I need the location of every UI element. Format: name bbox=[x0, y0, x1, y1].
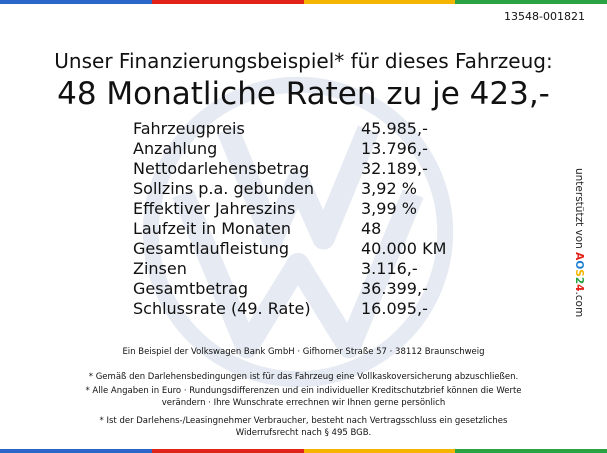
row-label: Gesamtbetrag bbox=[133, 279, 249, 298]
row-value: 32.189,- bbox=[361, 159, 428, 178]
row-label: Gesamtlaufleistung bbox=[133, 239, 290, 258]
table-row: Gesamtlaufleistung 40.000 KM bbox=[133, 239, 463, 259]
color-stripe-bottom bbox=[0, 449, 607, 453]
row-label: Fahrzeugpreis bbox=[133, 119, 245, 138]
table-row: Effektiver Jahreszins 3,99 % bbox=[133, 199, 463, 219]
stripe-blue bbox=[0, 449, 152, 453]
supported-by-badge: unterstützt von AOS24.com bbox=[570, 168, 588, 334]
brand-letter-s: S bbox=[573, 269, 585, 277]
footnote-withdrawal-line2: Widerrufsrecht nach § 495 BGB. bbox=[235, 428, 372, 438]
stripe-yellow bbox=[303, 449, 456, 453]
vw-logo-watermark-icon bbox=[142, 76, 454, 388]
color-stripe-top bbox=[0, 0, 607, 4]
footnote-insurance: * Gemäß den Darlehensbedingungen ist für… bbox=[88, 372, 519, 382]
row-value: 40.000 KM bbox=[361, 239, 447, 258]
stripe-blue bbox=[0, 0, 152, 4]
row-value: 36.399,- bbox=[361, 279, 428, 298]
supported-by-prefix: unterstützt von bbox=[573, 168, 585, 253]
row-value: 45.985,- bbox=[361, 119, 428, 138]
reference-number: 13548-001821 bbox=[504, 10, 585, 23]
table-row: Fahrzeugpreis 45.985,- bbox=[133, 119, 463, 139]
row-value: 3,92 % bbox=[361, 179, 417, 198]
table-row: Laufzeit in Monaten 48 bbox=[133, 219, 463, 239]
row-value: 3,99 % bbox=[361, 199, 417, 218]
stripe-yellow bbox=[303, 0, 456, 4]
row-label: Sollzins p.a. gebunden bbox=[133, 179, 315, 198]
brand-suffix: .com bbox=[573, 291, 585, 318]
row-label: Effektiver Jahreszins bbox=[133, 199, 296, 218]
table-row: Nettodarlehensbetrag 32.189,- bbox=[133, 159, 463, 179]
headline: Unser Finanzierungsbeispiel* für dieses … bbox=[54, 49, 553, 73]
stripe-red bbox=[151, 449, 304, 453]
bank-line: Ein Beispiel der Volkswagen Bank GmbH · … bbox=[122, 347, 485, 357]
table-row: Sollzins p.a. gebunden 3,92 % bbox=[133, 179, 463, 199]
row-value: 16.095,- bbox=[361, 299, 428, 318]
table-row: Schlussrate (49. Rate) 16.095,- bbox=[133, 299, 463, 319]
supported-by-text: unterstützt von AOS24.com bbox=[570, 168, 588, 334]
monthly-rate-headline: 48 Monatliche Raten zu je 423,- bbox=[57, 76, 550, 112]
stripe-green bbox=[455, 0, 607, 4]
row-value: 3.116,- bbox=[361, 259, 418, 278]
row-label: Laufzeit in Monaten bbox=[133, 219, 292, 238]
footnote-euro-line2: verändern · Ihre Wunschrate errechnen wi… bbox=[161, 398, 446, 408]
table-row: Zinsen 3.116,- bbox=[133, 259, 463, 279]
stripe-red bbox=[151, 0, 304, 4]
row-label: Zinsen bbox=[133, 259, 187, 278]
row-label: Anzahlung bbox=[133, 139, 218, 158]
brand-letter-o: O bbox=[573, 260, 585, 270]
finance-table: Fahrzeugpreis 45.985,- Anzahlung 13.796,- … bbox=[133, 119, 463, 319]
stripe-green bbox=[455, 449, 607, 453]
table-row: Gesamtbetrag 36.399,- bbox=[133, 279, 463, 299]
row-label: Schlussrate (49. Rate) bbox=[133, 299, 311, 318]
row-value: 13.796,- bbox=[361, 139, 428, 158]
row-value: 48 bbox=[361, 219, 382, 238]
footnote-withdrawal-line1: * Ist der Darlehens-/Leasingnehmer Verbr… bbox=[99, 416, 508, 426]
row-label: Nettodarlehensbetrag bbox=[133, 159, 310, 178]
footnote-euro-line1: * Alle Angaben in Euro · Rundungsdiffere… bbox=[85, 386, 522, 396]
table-row: Anzahlung 13.796,- bbox=[133, 139, 463, 159]
